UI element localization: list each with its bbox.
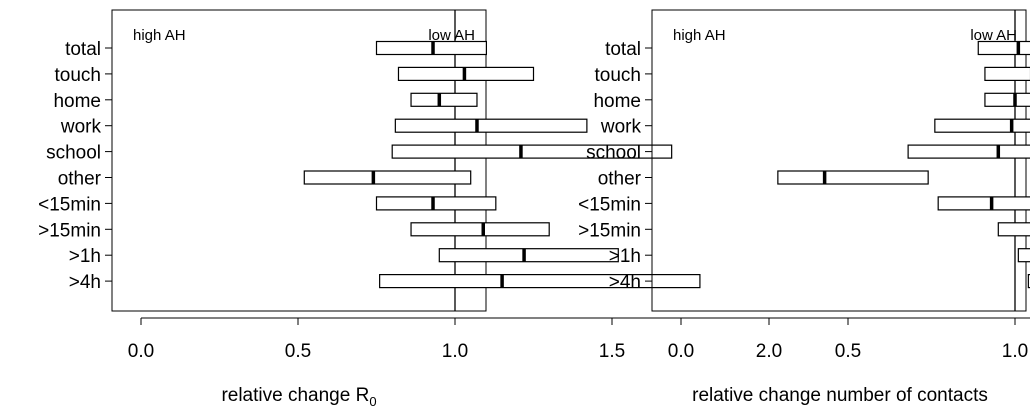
category-label: work [600, 117, 642, 138]
interval-box [391, 144, 673, 159]
x-axis-label-main: relative change R [221, 385, 369, 406]
interval-box [997, 222, 1030, 237]
x-tick-label: 0.0 [128, 341, 154, 362]
interval-box [984, 92, 1030, 107]
interval-box [977, 40, 1030, 56]
panel-contacts: high AH low AH total touch home work school o… [578, 9, 1030, 406]
plot-frame-right [651, 9, 1027, 312]
interval-box [777, 170, 929, 185]
x-tick-label: 1.5 [599, 341, 625, 362]
interval-box [303, 170, 472, 185]
category-label: total [605, 39, 641, 60]
x-axis-left: 0.0 0.5 1.0 1.5 2.0 [128, 317, 782, 362]
category-label: >4h [609, 272, 641, 293]
category-label: <15min [38, 194, 101, 215]
interval-box [934, 118, 1030, 133]
x-axis-label-left: relative change R0 [221, 385, 376, 409]
interval-box [984, 66, 1030, 82]
category-label: other [598, 169, 642, 190]
interval-box [937, 196, 1030, 211]
x-tick-label: 0.5 [285, 341, 311, 362]
x-tick-label: 1.0 [442, 341, 468, 362]
category-labels-right: total touch home work school other <15min >15mi… [578, 39, 652, 293]
interval-box [410, 92, 478, 107]
x-axis-label-subscript: 0 [369, 394, 376, 409]
category-label: other [58, 169, 102, 190]
interval-box [438, 248, 619, 263]
interval-box [907, 144, 1030, 159]
category-label: home [53, 91, 101, 112]
category-label: >1h [69, 246, 101, 267]
category-label: total [65, 39, 101, 60]
annotation-high-ah-right: high AH [673, 27, 726, 44]
category-label: >1h [609, 246, 641, 267]
interval-box [1027, 274, 1030, 289]
interval-box [1017, 248, 1030, 263]
category-label: <15min [578, 194, 641, 215]
x-tick-label: 0.0 [668, 341, 694, 362]
interval-box [410, 222, 550, 237]
category-label: touch [595, 65, 641, 86]
category-label: work [60, 117, 102, 138]
category-label: >4h [69, 272, 101, 293]
panel-r0: high AH low AH total touch home work school o… [38, 9, 782, 409]
category-label: home [593, 91, 641, 112]
interval-box [379, 274, 701, 289]
x-axis-right: 0.00.51.01.52.0 [668, 317, 1030, 362]
category-labels-left: total touch home work school other <15min >15mi… [38, 39, 112, 293]
plot-frame-left [111, 9, 487, 312]
category-label: >15min [578, 220, 641, 241]
category-label: school [586, 143, 641, 164]
interval-marks-right [777, 10, 1030, 311]
annotation-high-ah-left: high AH [133, 27, 186, 44]
interval-box [394, 118, 588, 133]
category-label: >15min [38, 220, 101, 241]
category-label: touch [55, 65, 101, 86]
category-label: school [46, 143, 101, 164]
x-tick-label: 0.5 [835, 341, 861, 362]
x-axis-label-right: relative change number of contacts [692, 385, 988, 406]
interval-box [375, 196, 497, 211]
x-tick-label: 2.0 [756, 341, 782, 362]
interval-marks-left [303, 10, 701, 311]
annotation-low-ah-left: low AH [428, 27, 475, 44]
x-tick-label: 1.0 [1002, 341, 1028, 362]
annotation-low-ah-right: low AH [970, 27, 1017, 44]
